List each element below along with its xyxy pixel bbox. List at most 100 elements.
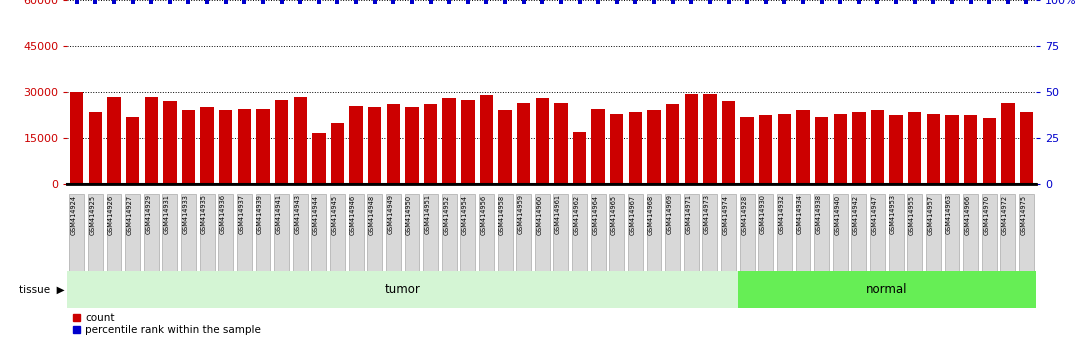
Point: [831, 0, 849, 5]
Point: [161, 0, 178, 5]
Bar: [703, 194, 717, 271]
Text: GSM414930: GSM414930: [759, 194, 766, 234]
Bar: [944, 194, 960, 271]
Point: [999, 0, 1016, 5]
Point: [404, 0, 421, 5]
Point: [515, 0, 532, 5]
Legend: count, percentile rank within the sample: count, percentile rank within the sample: [73, 313, 261, 335]
Bar: [741, 116, 754, 184]
Text: GSM414952: GSM414952: [443, 194, 449, 235]
Bar: [758, 194, 774, 271]
Point: [553, 0, 570, 5]
Point: [441, 0, 458, 5]
Bar: [833, 114, 846, 184]
Text: GSM414970: GSM414970: [984, 194, 989, 235]
Text: GSM414947: GSM414947: [871, 194, 878, 235]
Bar: [331, 123, 344, 184]
Point: [310, 0, 327, 5]
Point: [794, 0, 812, 5]
Bar: [219, 110, 233, 184]
Text: tumor: tumor: [385, 283, 421, 296]
Text: GSM414962: GSM414962: [573, 194, 580, 235]
Bar: [517, 103, 530, 184]
Bar: [870, 194, 885, 271]
Text: GSM414971: GSM414971: [685, 194, 691, 234]
Bar: [535, 98, 549, 184]
Bar: [312, 133, 325, 184]
Bar: [684, 194, 698, 271]
Bar: [815, 116, 828, 184]
Point: [906, 0, 924, 5]
Bar: [423, 194, 438, 271]
Text: GSM414925: GSM414925: [89, 194, 96, 235]
Point: [273, 0, 290, 5]
Bar: [108, 97, 121, 184]
Bar: [89, 112, 102, 184]
Bar: [535, 194, 549, 271]
Text: normal: normal: [866, 283, 907, 296]
Point: [87, 0, 104, 5]
Text: GSM414938: GSM414938: [816, 194, 821, 234]
Bar: [125, 194, 140, 271]
Bar: [443, 98, 456, 184]
Text: GSM414941: GSM414941: [275, 194, 282, 234]
Bar: [348, 194, 363, 271]
Text: GSM414933: GSM414933: [183, 194, 188, 234]
Bar: [237, 109, 251, 184]
Bar: [684, 93, 698, 184]
Text: GSM414965: GSM414965: [610, 194, 617, 235]
Text: GSM414951: GSM414951: [424, 194, 431, 234]
Bar: [368, 107, 382, 184]
Bar: [461, 100, 474, 184]
Text: GSM414954: GSM414954: [461, 194, 468, 235]
Bar: [144, 194, 159, 271]
Text: GSM414973: GSM414973: [704, 194, 709, 234]
Bar: [405, 194, 419, 271]
Point: [385, 0, 403, 5]
Bar: [126, 116, 139, 184]
Text: GSM414968: GSM414968: [648, 194, 654, 235]
Bar: [70, 194, 84, 271]
Point: [217, 0, 234, 5]
Bar: [889, 194, 903, 271]
Text: GSM414936: GSM414936: [220, 194, 225, 234]
Point: [347, 0, 364, 5]
Text: GSM414940: GSM414940: [834, 194, 840, 235]
Bar: [852, 194, 866, 271]
Bar: [964, 115, 977, 184]
Bar: [219, 194, 233, 271]
Bar: [554, 103, 568, 184]
Bar: [796, 110, 809, 184]
Bar: [647, 110, 660, 184]
Bar: [294, 97, 307, 184]
Text: GSM414953: GSM414953: [890, 194, 897, 234]
Point: [478, 0, 495, 5]
Text: GSM414928: GSM414928: [741, 194, 747, 235]
Bar: [740, 194, 755, 271]
Text: GSM414967: GSM414967: [630, 194, 635, 235]
Bar: [926, 194, 941, 271]
Bar: [497, 194, 512, 271]
Bar: [963, 194, 978, 271]
Bar: [145, 97, 158, 184]
Bar: [386, 194, 400, 271]
Point: [962, 0, 979, 5]
Bar: [609, 194, 625, 271]
Point: [198, 0, 215, 5]
Bar: [330, 194, 345, 271]
Point: [236, 0, 254, 5]
Text: GSM414942: GSM414942: [853, 194, 858, 235]
Point: [739, 0, 756, 5]
Bar: [442, 194, 457, 271]
Text: GSM414975: GSM414975: [1021, 194, 1026, 235]
Text: GSM414929: GSM414929: [146, 194, 151, 234]
Text: GSM414945: GSM414945: [332, 194, 337, 235]
Bar: [778, 114, 791, 184]
Bar: [982, 118, 996, 184]
Point: [590, 0, 607, 5]
Bar: [814, 194, 829, 271]
Text: GSM414957: GSM414957: [927, 194, 934, 235]
Bar: [516, 194, 531, 271]
Bar: [293, 194, 308, 271]
Point: [850, 0, 867, 5]
